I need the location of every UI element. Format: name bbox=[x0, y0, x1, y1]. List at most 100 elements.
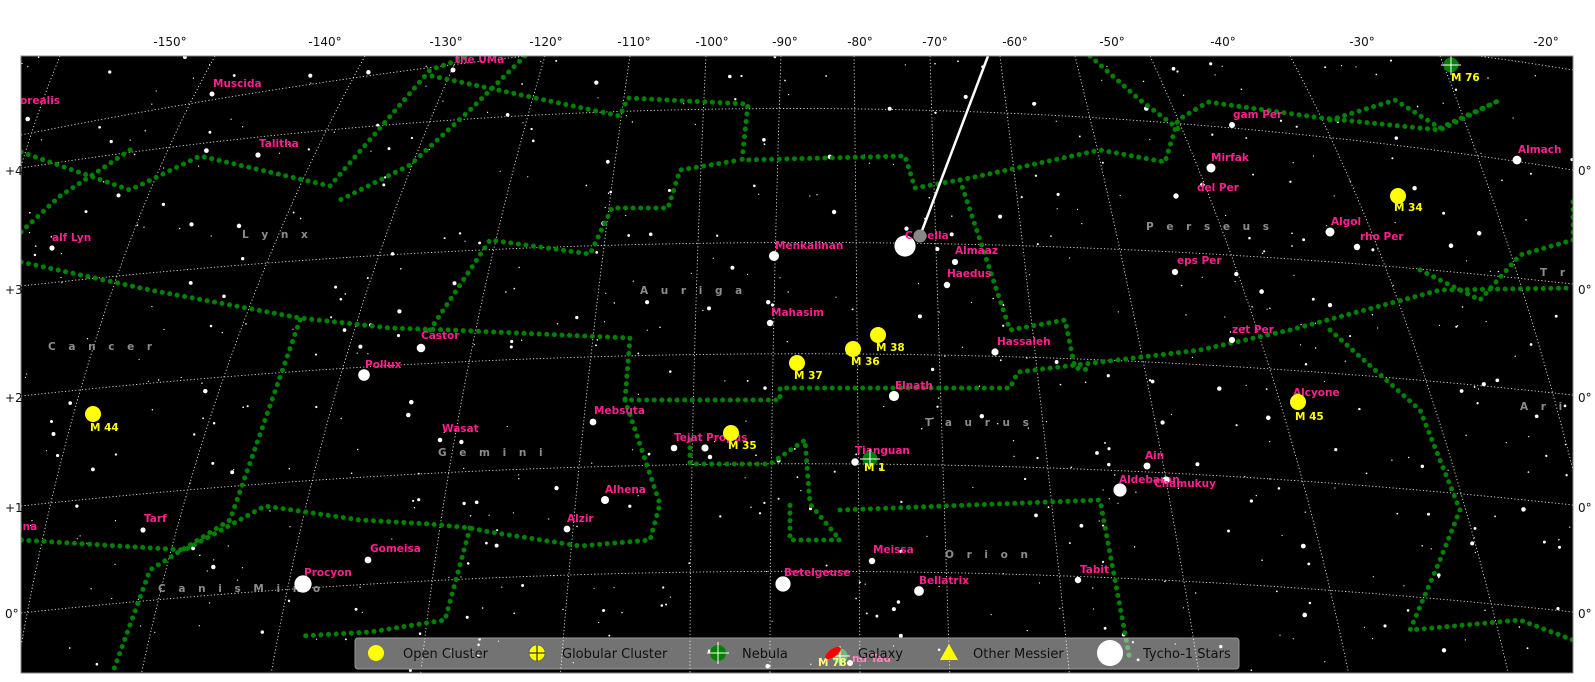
galaxy-icon bbox=[825, 646, 841, 660]
field-star bbox=[458, 232, 462, 235]
field-star bbox=[289, 526, 291, 528]
star-mirfak bbox=[1206, 163, 1216, 173]
field-star bbox=[460, 576, 462, 578]
y-tick-label: +3 bbox=[5, 283, 23, 297]
x-tick-label: -40° bbox=[1210, 35, 1236, 49]
field-star bbox=[315, 638, 318, 640]
field-star bbox=[793, 447, 796, 450]
field-star bbox=[949, 232, 954, 237]
field-star bbox=[707, 454, 713, 460]
star-alf-lyn bbox=[49, 245, 55, 251]
field-star bbox=[593, 587, 595, 589]
field-star bbox=[864, 583, 866, 585]
field-star bbox=[1308, 601, 1312, 605]
field-star bbox=[712, 257, 714, 259]
messier-m-44-open-cluster bbox=[85, 406, 101, 422]
field-star bbox=[241, 126, 244, 128]
field-star bbox=[1565, 474, 1568, 477]
field-star bbox=[1526, 647, 1529, 650]
field-star bbox=[425, 85, 427, 87]
field-star bbox=[1059, 383, 1062, 386]
field-star bbox=[553, 574, 555, 577]
field-star bbox=[308, 73, 313, 78]
field-star bbox=[1092, 587, 1094, 589]
field-star bbox=[1269, 307, 1271, 310]
field-star bbox=[669, 596, 672, 598]
star-label-menkalinan: Menkalinan bbox=[775, 240, 843, 252]
field-star bbox=[1279, 634, 1281, 636]
constellation-label-canis-minor: C a n i s M i n o bbox=[158, 583, 325, 595]
field-star bbox=[763, 386, 767, 390]
field-star bbox=[211, 564, 216, 570]
x-tick-label: -140° bbox=[308, 35, 341, 49]
field-star bbox=[1034, 174, 1038, 177]
field-star bbox=[934, 111, 937, 114]
field-star bbox=[1484, 609, 1486, 612]
x-tick-label: -30° bbox=[1349, 35, 1375, 49]
field-star bbox=[576, 525, 578, 528]
field-star bbox=[412, 499, 415, 502]
field-star bbox=[56, 453, 60, 458]
star-label-mirfak: Mirfak bbox=[1211, 152, 1250, 164]
field-star bbox=[210, 235, 212, 237]
field-star bbox=[1448, 243, 1454, 248]
field-star bbox=[1133, 546, 1136, 548]
field-star bbox=[1436, 573, 1441, 577]
constellation-boundary-line bbox=[427, 157, 743, 333]
field-star bbox=[33, 253, 37, 257]
field-star bbox=[758, 512, 762, 515]
field-star bbox=[575, 315, 579, 320]
field-star bbox=[1068, 542, 1071, 545]
field-star bbox=[292, 328, 294, 330]
messier-objects: M 76 M 34 M 38 M 36 M 37 M 35 M 1 M 45 M 44 M 78 bbox=[85, 56, 1480, 669]
field-star bbox=[189, 482, 191, 484]
field-star bbox=[646, 329, 648, 331]
field-star bbox=[463, 467, 465, 469]
field-star bbox=[340, 417, 342, 420]
field-star bbox=[1050, 235, 1052, 237]
field-star bbox=[344, 293, 347, 295]
field-star bbox=[1185, 314, 1187, 316]
field-star bbox=[1494, 515, 1496, 518]
star-label-tabit: Tabit bbox=[1080, 564, 1109, 576]
field-star bbox=[314, 353, 318, 356]
constellation-boundary-line bbox=[297, 525, 473, 639]
legend-label-open: Open Cluster bbox=[403, 647, 489, 662]
field-star bbox=[211, 461, 215, 465]
constellation-boundary-line bbox=[429, 73, 1503, 191]
field-star bbox=[1302, 612, 1308, 618]
field-star bbox=[702, 309, 704, 312]
legend-label-globular: Globular Cluster bbox=[562, 647, 668, 662]
field-star bbox=[659, 326, 661, 329]
field-star bbox=[315, 405, 318, 409]
field-star bbox=[521, 584, 525, 587]
field-star bbox=[465, 615, 469, 619]
field-star bbox=[1221, 65, 1223, 67]
field-star bbox=[1214, 74, 1216, 76]
field-star bbox=[1170, 413, 1173, 415]
legend-label-nebula: Nebula bbox=[742, 647, 788, 662]
field-star bbox=[288, 467, 291, 470]
star-rho-per bbox=[1353, 243, 1361, 251]
field-star bbox=[1569, 526, 1571, 528]
field-star bbox=[1277, 487, 1281, 490]
right-ascension-line bbox=[1074, 56, 1200, 673]
field-star bbox=[151, 305, 153, 308]
field-star bbox=[518, 266, 520, 269]
field-star bbox=[204, 148, 209, 153]
field-star bbox=[1521, 507, 1526, 512]
star-alhena bbox=[601, 496, 609, 504]
field-star bbox=[1171, 66, 1176, 71]
field-star bbox=[1291, 245, 1293, 247]
star-label-almach: Almach bbox=[1518, 144, 1561, 156]
field-star bbox=[21, 62, 23, 65]
field-star bbox=[1102, 489, 1104, 491]
field-star bbox=[769, 665, 771, 667]
field-star bbox=[506, 425, 508, 428]
field-star bbox=[1289, 180, 1292, 183]
field-star bbox=[755, 454, 757, 457]
field-star bbox=[400, 268, 402, 270]
field-star bbox=[1038, 582, 1041, 584]
field-star bbox=[288, 143, 290, 145]
field-star bbox=[796, 476, 799, 479]
